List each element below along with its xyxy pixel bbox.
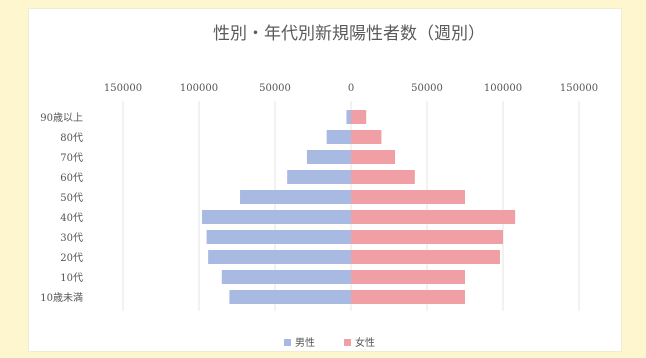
legend: 男性 女性 — [284, 336, 375, 349]
category-label: 20代 — [60, 252, 83, 264]
bar-female — [351, 290, 465, 304]
x-tick-label: 100000 — [180, 83, 218, 94]
bar-male — [208, 250, 351, 264]
category-label: 30代 — [60, 232, 83, 244]
bar-male — [202, 210, 351, 224]
legend-label-male: 男性 — [295, 336, 315, 349]
bar-female — [351, 150, 396, 164]
category-label: 80代 — [60, 132, 83, 144]
category-labels: 90歳以上 80代 70代 60代 50代 40代 30代 20代 10代 10歳未満 — [40, 112, 83, 304]
population-pyramid-chart: 性別・年代別新規陽性者数（週別） 150000 100000 50000 0 50000… — [40, 24, 598, 349]
category-label: 50代 — [60, 192, 83, 204]
x-axis-ticks: 150000 100000 50000 0 50000 100000 150000 — [104, 83, 598, 94]
bar-male — [287, 170, 351, 184]
bar-female — [351, 210, 516, 224]
bar-male — [206, 230, 351, 244]
legend-label-female: 女性 — [355, 336, 375, 349]
category-label: 10代 — [60, 272, 83, 284]
category-label: 60代 — [60, 172, 83, 184]
chart-card: 性別・年代別新規陽性者数（週別） 150000 100000 50000 0 50000… — [28, 8, 622, 352]
bar-male — [229, 290, 351, 304]
x-tick-label: 100000 — [484, 83, 522, 94]
bar-male — [306, 150, 351, 164]
bar-female — [351, 270, 465, 284]
bar-female — [351, 190, 465, 204]
legend-swatch-male — [284, 339, 291, 346]
chart-title: 性別・年代別新規陽性者数（週別） — [213, 24, 485, 44]
bar-female — [351, 130, 382, 144]
x-tick-label: 0 — [348, 83, 354, 94]
bar-female — [351, 110, 367, 124]
bars — [202, 110, 516, 304]
bar-male — [346, 110, 351, 124]
x-tick-label: 50000 — [259, 83, 291, 94]
category-label: 10歳未満 — [40, 292, 83, 304]
x-tick-label: 150000 — [560, 83, 598, 94]
x-tick-label: 50000 — [411, 83, 443, 94]
legend-swatch-female — [344, 339, 351, 346]
category-label: 70代 — [60, 152, 83, 164]
bar-female — [351, 250, 500, 264]
bar-female — [351, 170, 415, 184]
category-label: 90歳以上 — [40, 112, 83, 124]
category-label: 40代 — [60, 212, 83, 224]
x-tick-label: 150000 — [104, 83, 142, 94]
bar-male — [221, 270, 351, 284]
bar-male — [240, 190, 351, 204]
bar-male — [326, 130, 351, 144]
bar-female — [351, 230, 503, 244]
